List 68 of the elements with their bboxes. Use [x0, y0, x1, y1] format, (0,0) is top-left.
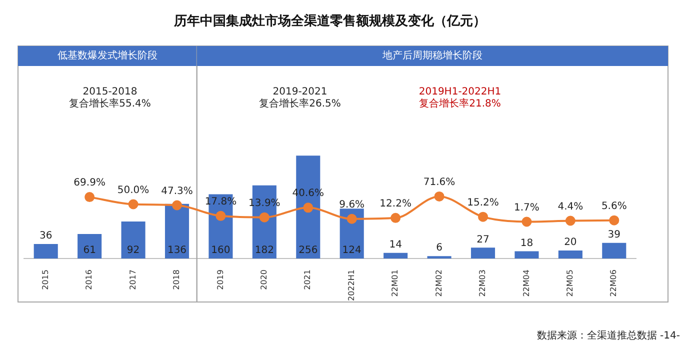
- point: [128, 199, 138, 210]
- bar: [514, 251, 539, 259]
- x-tick-label: 22M06: [609, 270, 618, 297]
- point: [346, 214, 357, 224]
- x-tick-label: 22M05: [566, 270, 575, 297]
- data-label: 1.7%: [514, 202, 540, 214]
- point: [434, 191, 444, 202]
- point: [216, 210, 226, 221]
- x-tick-label: 2019: [216, 270, 225, 290]
- point: [522, 216, 532, 227]
- x-tick-label: 2017: [128, 270, 138, 290]
- bar: [121, 222, 146, 259]
- point: [609, 215, 620, 226]
- data-label: 39: [608, 229, 621, 240]
- x-tick-label: 2020: [260, 270, 269, 290]
- bar: [470, 248, 496, 259]
- x-tick-label: 2016: [84, 270, 94, 290]
- data-label: 160: [211, 245, 230, 256]
- data-label: 15.2%: [467, 197, 499, 208]
- text: 2015-2018 复合增长率55.4%: [69, 86, 151, 110]
- x-tick-label: 2021: [303, 270, 312, 290]
- data-label: 69.9%: [74, 178, 106, 189]
- text: 2019-2021 复合增长率26.5%: [259, 86, 341, 110]
- point: [259, 212, 270, 222]
- bar: [602, 242, 626, 259]
- data-label: 92: [126, 245, 140, 256]
- point: [390, 212, 401, 223]
- bar: [558, 250, 582, 259]
- data-label: 27: [476, 234, 490, 246]
- x-tick-label: 22M02: [434, 270, 444, 297]
- data-label: 36: [39, 230, 52, 242]
- source-note: 数据来源：全渠道推总数据 -14-: [536, 330, 680, 342]
- data-label: 47.3%: [161, 186, 193, 197]
- data-label: 4.4%: [558, 201, 584, 212]
- data-label: 50.0%: [117, 184, 150, 196]
- text: 2019H1-2022H1 复合增长率21.8%: [418, 86, 502, 110]
- x-tick-label: 22M01: [390, 270, 400, 297]
- bar: [340, 208, 364, 259]
- text: 低基数爆发式增长阶段: [57, 50, 158, 62]
- point: [478, 212, 488, 222]
- data-label: 136: [167, 245, 187, 256]
- data-label: 14: [389, 240, 402, 250]
- text: 地产后周期稳增长阶段: [381, 50, 482, 62]
- bar: [384, 252, 408, 259]
- point: [84, 192, 95, 202]
- data-label: 124: [342, 245, 362, 256]
- point: [303, 202, 314, 213]
- data-label: 256: [298, 245, 318, 256]
- data-label: 182: [254, 245, 274, 256]
- chart-title: 历年中国集成灶市场全渠道零售额规模及变化（亿元）: [173, 13, 486, 30]
- data-label: 6: [436, 242, 442, 254]
- data-label: 9.6%: [339, 199, 365, 210]
- data-label: 18: [520, 238, 534, 249]
- bar: [78, 234, 102, 259]
- data-label: 12.2%: [380, 198, 412, 210]
- x-tick-label: 2022H1: [346, 270, 356, 302]
- x-tick-label: 2018: [172, 270, 182, 290]
- data-label: 61: [83, 245, 96, 256]
- data-label: 71.6%: [423, 177, 456, 188]
- x-tick-label: 2015: [40, 270, 50, 290]
- data-label: 20: [564, 237, 577, 248]
- x-tick-label: 22M04: [522, 270, 531, 297]
- x-tick-label: 22M03: [478, 270, 488, 297]
- data-label: 5.6%: [601, 200, 627, 212]
- point: [172, 200, 182, 210]
- bar: [34, 244, 58, 259]
- bar: [427, 256, 452, 259]
- point: [565, 216, 576, 226]
